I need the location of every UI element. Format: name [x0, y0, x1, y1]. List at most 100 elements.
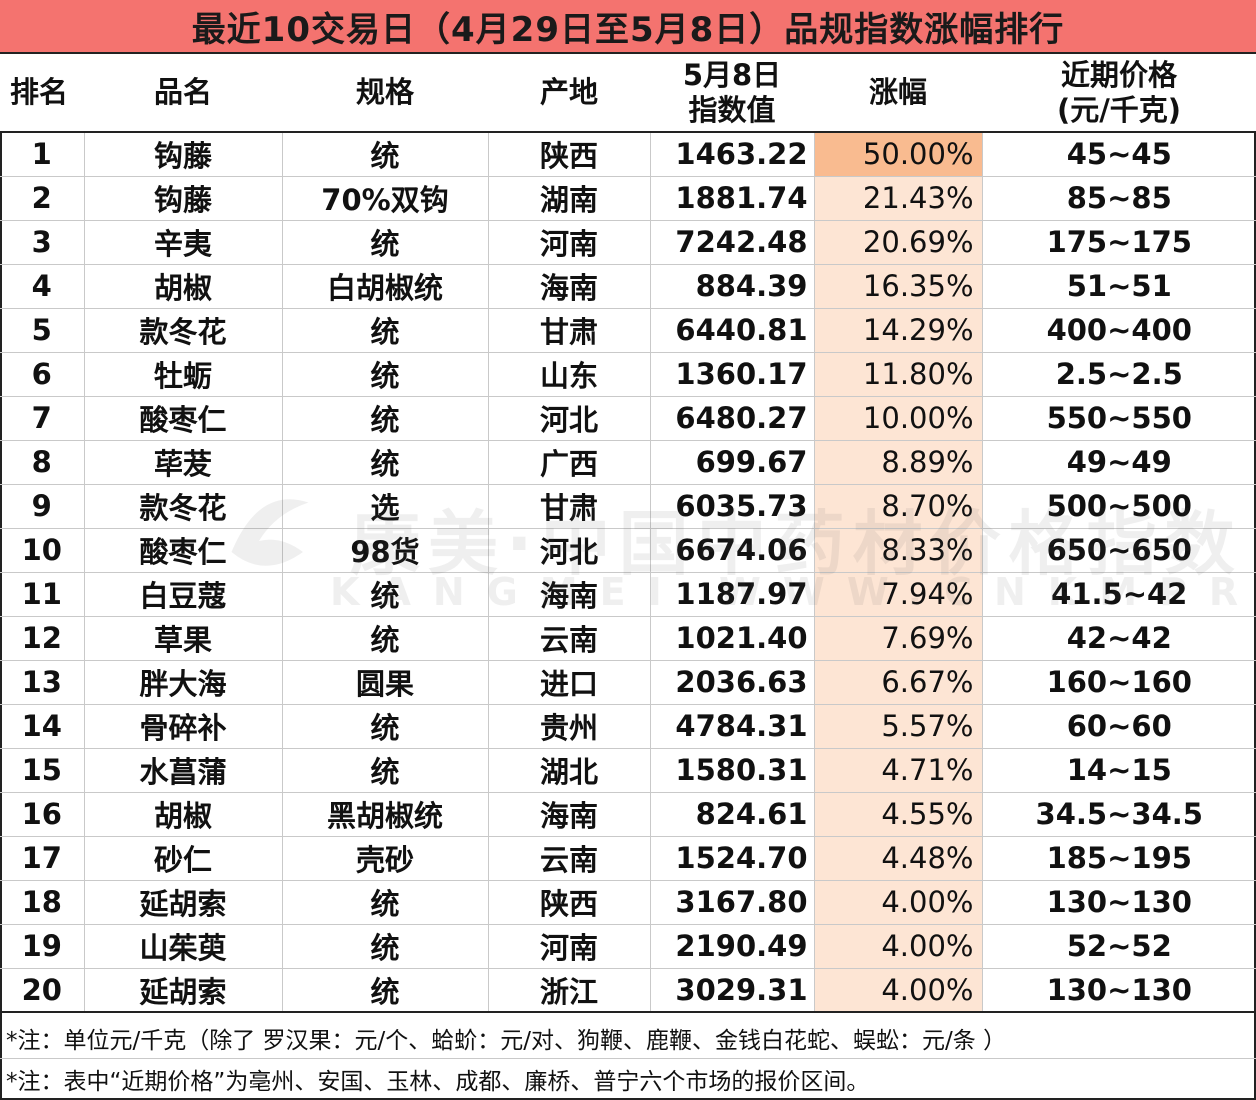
table-row: 10 酸枣仁 98货 河北 6674.06 8.33% 650~650: [0, 528, 1256, 573]
cell-index: 884.39: [650, 264, 815, 309]
cell-name: 款冬花: [84, 484, 283, 529]
cell-price: 42~42: [982, 616, 1256, 661]
header-rank: 排名: [0, 54, 84, 133]
cell-origin: 陕西: [488, 132, 651, 177]
cell-price: 160~160: [982, 660, 1256, 705]
ranking-table: 排名 品名 规格 产地 5月8日 指数值 涨幅 近期价格 (元/千克) 1 钩藤统…: [0, 54, 1256, 1013]
cell-rank: 14: [0, 704, 85, 749]
header-origin: 产地: [488, 54, 650, 133]
cell-name: 白豆蔻: [84, 572, 283, 617]
cell-spec: 统: [282, 748, 489, 793]
cell-spec: 98货: [282, 528, 489, 573]
cell-name: 胡椒: [84, 264, 283, 309]
cell-rank: 16: [0, 792, 85, 837]
cell-change: 6.67%: [814, 660, 983, 705]
table-row: 3 辛夷统河南 7242.48 20.69% 175~175: [0, 220, 1256, 265]
cell-spec: 统: [282, 352, 489, 397]
cell-name: 水菖蒲: [84, 748, 283, 793]
cell-price: 51~51: [982, 264, 1256, 309]
cell-rank: 7: [0, 396, 85, 441]
cell-rank: 19: [0, 924, 85, 969]
cell-index: 6674.06: [650, 528, 815, 573]
cell-spec: 选: [282, 484, 489, 529]
cell-origin: 海南: [488, 572, 651, 617]
cell-spec: 70%双钩: [282, 176, 489, 221]
cell-name: 酸枣仁: [84, 396, 283, 441]
cell-rank: 12: [0, 616, 85, 661]
cell-price: 41.5~42: [982, 572, 1256, 617]
cell-index: 6480.27: [650, 396, 815, 441]
cell-rank: 1: [0, 132, 85, 177]
table-row: 4 胡椒 白胡椒统 海南 884.39 16.35% 51~51: [0, 264, 1256, 309]
cell-index: 2036.63: [650, 660, 815, 705]
header-row: 排名 品名 规格 产地 5月8日 指数值 涨幅 近期价格 (元/千克): [0, 54, 1256, 133]
note-price-source: *注：表中“近期价格”为亳州、安国、玉林、成都、廉桥、普宁六个市场的报价区间。: [0, 1058, 1256, 1098]
cell-spec: 圆果: [282, 660, 489, 705]
note-units: *注：单位元/千克（除了 罗汉果：元/个、蛤蚧：元/对、狗鞭、鹿鞭、金钱白花蛇、…: [6, 1028, 1007, 1054]
cell-change: 7.69%: [814, 616, 983, 661]
cell-name: 款冬花: [84, 308, 283, 353]
cell-name: 钩藤: [84, 176, 283, 221]
cell-spec: 黑胡椒统: [282, 792, 489, 837]
cell-index: 6440.81: [650, 308, 815, 353]
header-price: 近期价格 (元/千克): [982, 54, 1256, 133]
header-name: 品名: [84, 54, 282, 133]
cell-spec: 统: [282, 396, 489, 441]
table-row: 15 水菖蒲统湖北 1580.31 4.71% 14~15: [0, 748, 1256, 793]
cell-rank: 8: [0, 440, 85, 485]
cell-price: 550~550: [982, 396, 1256, 441]
cell-spec: 壳砂: [282, 836, 489, 881]
cell-rank: 5: [0, 308, 85, 353]
cell-origin: 广西: [488, 440, 651, 485]
table-row: 1 钩藤统陕西 1463.22 50.00% 45~45: [0, 132, 1256, 177]
cell-change: 4.00%: [814, 924, 983, 969]
cell-index: 699.67: [650, 440, 815, 485]
cell-rank: 6: [0, 352, 85, 397]
cell-name: 荜茇: [84, 440, 283, 485]
cell-origin: 海南: [488, 792, 651, 837]
cell-rank: 13: [0, 660, 85, 705]
cell-spec: 统: [282, 132, 489, 177]
cell-index: 824.61: [650, 792, 815, 837]
cell-change: 14.29%: [814, 308, 983, 353]
table-title: 最近10交易日（4月29日至5月8日）品规指数涨幅排行: [0, 0, 1256, 54]
cell-name: 草果: [84, 616, 283, 661]
cell-index: 1021.40: [650, 616, 815, 661]
cell-spec: 统: [282, 924, 489, 969]
cell-origin: 湖北: [488, 748, 651, 793]
cell-price: 2.5~2.5: [982, 352, 1256, 397]
table-row: 7 酸枣仁统河北 6480.27 10.00% 550~550: [0, 396, 1256, 441]
cell-rank: 2: [0, 176, 85, 221]
cell-spec: 统: [282, 880, 489, 925]
cell-name: 延胡索: [84, 968, 283, 1013]
cell-index: 4784.31: [650, 704, 815, 749]
cell-change: 10.00%: [814, 396, 983, 441]
cell-index: 3167.80: [650, 880, 815, 925]
table-row: 2 钩藤 70%双钩 湖南 1881.74 21.43% 85~85: [0, 176, 1256, 221]
cell-price: 45~45: [982, 132, 1256, 177]
cell-name: 山茱萸: [84, 924, 283, 969]
cell-name: 辛夷: [84, 220, 283, 265]
header-index-line1: 5月8日: [682, 57, 782, 92]
cell-origin: 海南: [488, 264, 651, 309]
cell-origin: 陕西: [488, 880, 651, 925]
cell-origin: 云南: [488, 616, 651, 661]
cell-rank: 10: [0, 528, 85, 573]
cell-spec: 统: [282, 572, 489, 617]
cell-name: 骨碎补: [84, 704, 283, 749]
header-price-line1: 近期价格: [1060, 57, 1177, 92]
cell-price: 130~130: [982, 968, 1256, 1013]
cell-index: 1360.17: [650, 352, 815, 397]
table-row: 17 砂仁 壳砂 云南 1524.70 4.48% 185~195: [0, 836, 1256, 881]
cell-spec: 白胡椒统: [282, 264, 489, 309]
table-row: 14 骨碎补统贵州 4784.31 5.57% 60~60: [0, 704, 1256, 749]
header-index-line2: 指数值: [688, 92, 776, 127]
cell-price: 500~500: [982, 484, 1256, 529]
cell-change: 7.94%: [814, 572, 983, 617]
cell-change: 8.89%: [814, 440, 983, 485]
cell-name: 延胡索: [84, 880, 283, 925]
table-row: 6 牡蛎统山东 1360.17 11.80% 2.5~2.5: [0, 352, 1256, 397]
cell-index: 1187.97: [650, 572, 815, 617]
cell-change: 20.69%: [814, 220, 983, 265]
cell-spec: 统: [282, 704, 489, 749]
